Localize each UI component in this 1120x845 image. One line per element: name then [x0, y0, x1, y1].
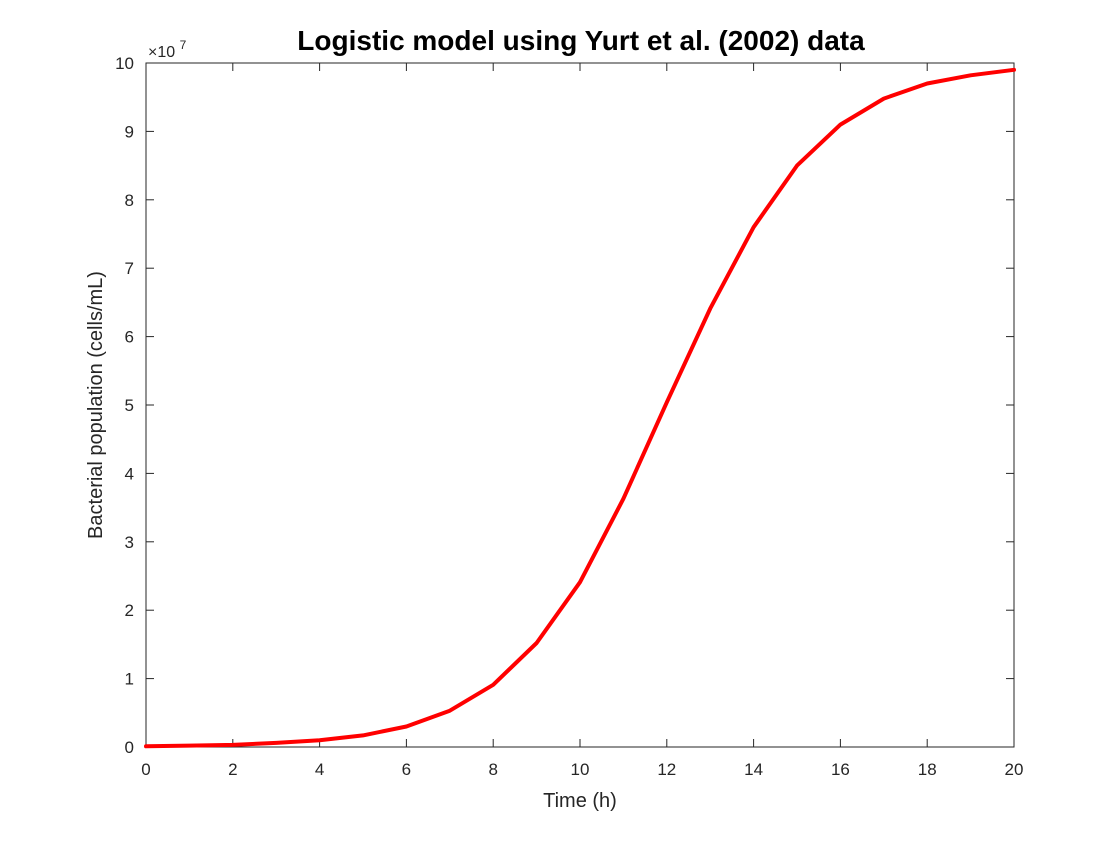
x-tick-label: 14	[744, 760, 763, 779]
x-tick-label: 12	[657, 760, 676, 779]
y-tick-labels: 0 1 2 3 4 5 6 7 8 9 10	[115, 54, 134, 757]
x-tick-label: 10	[571, 760, 590, 779]
y-tick-label: 5	[125, 396, 134, 415]
series-line	[144, 67, 1016, 749]
series-layer	[144, 67, 1016, 749]
x-tick-label: 6	[402, 760, 411, 779]
y-tick-label: 9	[125, 122, 134, 141]
y-tick-label: 0	[125, 738, 134, 757]
x-tick-label: 16	[831, 760, 850, 779]
y-tick-label: 8	[125, 191, 134, 210]
x-tick-label: 0	[141, 760, 150, 779]
y-tick-label: 3	[125, 533, 134, 552]
x-tick-label: 4	[315, 760, 324, 779]
x-tick-label: 20	[1005, 760, 1024, 779]
y-axis-exponent: ×10 7	[148, 38, 187, 61]
y-tick-label: 4	[125, 464, 134, 483]
x-tick-label: 8	[488, 760, 497, 779]
y-tick-label: 2	[125, 601, 134, 620]
x-tick-label: 18	[918, 760, 937, 779]
y-axis-exponent-base: ×10	[148, 44, 175, 61]
chart-title: Logistic model using Yurt et al. (2002) …	[297, 25, 865, 56]
y-tick-label: 1	[125, 670, 134, 689]
plot-area	[145, 62, 1015, 748]
x-tick-label: 2	[228, 760, 237, 779]
y-axis-label: Bacterial population (cells/mL)	[85, 271, 107, 539]
x-tick-labels: 0 2 4 6 8 10 12 14 16 18 20	[141, 760, 1023, 779]
y-tick-label: 6	[125, 328, 134, 347]
x-axis-label: Time (h)	[543, 790, 617, 812]
y-axis-exponent-power: 7	[180, 38, 187, 52]
y-tick-label: 7	[125, 259, 134, 278]
y-tick-label: 10	[115, 54, 134, 73]
